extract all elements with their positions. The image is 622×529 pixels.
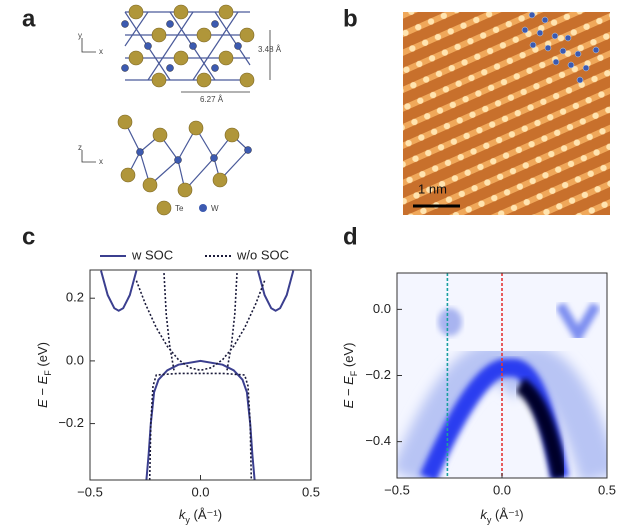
legend-label: w SOC bbox=[131, 247, 173, 262]
x-axis-label: ky (Å⁻¹) bbox=[480, 507, 523, 525]
legend-label: w/o SOC bbox=[236, 247, 289, 262]
plot-frame bbox=[90, 270, 311, 480]
y-tick-label: −0.4 bbox=[365, 433, 391, 448]
y-axis-label-part: E − E bbox=[35, 375, 50, 407]
x-axis-label-part: (Å⁻¹) bbox=[491, 507, 523, 522]
y-tick-label: 0.0 bbox=[66, 352, 84, 367]
axis-icon-label: x bbox=[99, 47, 103, 56]
dimension-label: 3.48 Å bbox=[258, 45, 282, 54]
x-tick-label: 0.5 bbox=[302, 484, 320, 499]
axis-icon-label: y bbox=[78, 31, 82, 40]
axis-icon-label: z bbox=[78, 143, 82, 152]
panel-label: c bbox=[22, 223, 35, 250]
x-tick-label: 0.0 bbox=[493, 482, 511, 497]
y-axis-label-part: E − E bbox=[341, 376, 356, 408]
legend-label: W bbox=[211, 204, 219, 213]
y-tick-label: 0.2 bbox=[66, 290, 84, 305]
series-line bbox=[136, 273, 264, 480]
series-line bbox=[101, 271, 293, 480]
panel-label: b bbox=[343, 5, 358, 32]
dimension-label: 6.27 Å bbox=[200, 95, 224, 104]
scale-bar-label: 1 nm bbox=[418, 181, 447, 196]
y-axis-label: E − EF (eV) bbox=[35, 342, 53, 408]
x-axis-label: ky (Å⁻¹) bbox=[179, 507, 222, 525]
x-tick-label: 0.5 bbox=[598, 482, 616, 497]
structure-top bbox=[122, 5, 271, 92]
legend-swatch bbox=[199, 204, 207, 212]
y-tick-label: −0.2 bbox=[58, 415, 84, 430]
y-tick-label: −0.2 bbox=[365, 367, 391, 382]
y-tick-label: 0.0 bbox=[373, 301, 391, 316]
structure-side bbox=[118, 115, 252, 197]
figure: a b c d 3.48 Å 6.27 Å y x z x Te W 1 nm bbox=[0, 0, 622, 529]
y-axis-label-part: (eV) bbox=[35, 342, 50, 370]
x-axis-label-part: (Å⁻¹) bbox=[190, 507, 222, 522]
axis-icon-label: x bbox=[99, 157, 103, 166]
x-tick-label: −0.5 bbox=[384, 482, 410, 497]
x-tick-label: −0.5 bbox=[77, 484, 103, 499]
legend-label: Te bbox=[175, 204, 184, 213]
axis-icon bbox=[82, 38, 96, 162]
panel-label: a bbox=[22, 5, 36, 32]
y-axis-label-part: (eV) bbox=[341, 343, 356, 371]
y-axis-label: E − EF (eV) bbox=[341, 343, 359, 409]
x-tick-label: 0.0 bbox=[191, 484, 209, 499]
panel-label: d bbox=[343, 223, 358, 250]
legend-swatch bbox=[157, 201, 171, 215]
